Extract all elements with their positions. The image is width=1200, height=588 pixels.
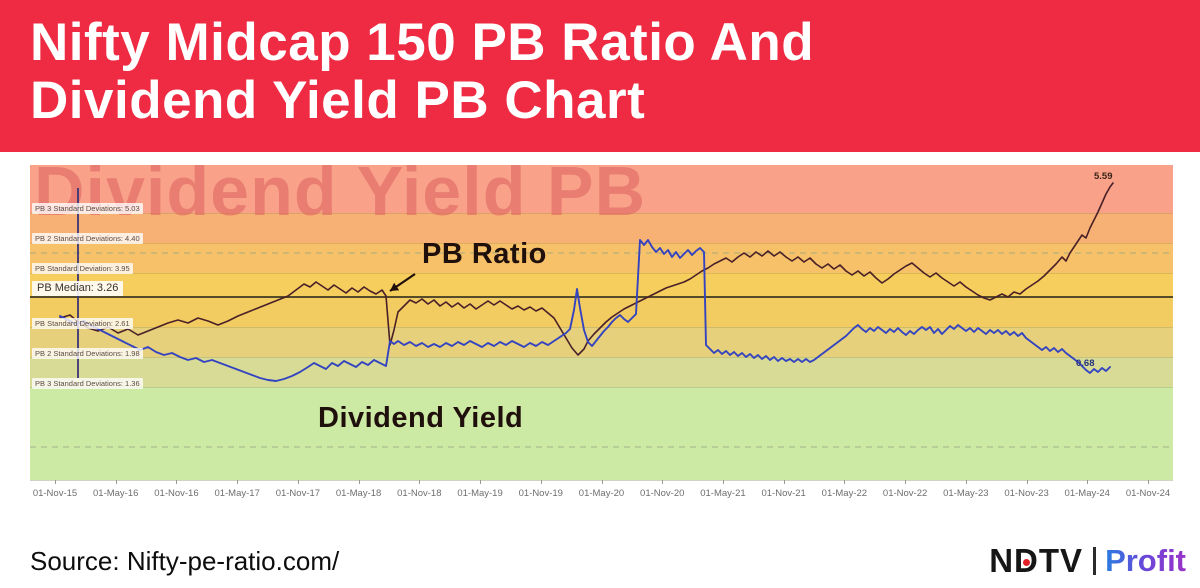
pb-level-label: PB Standard Deviation: 2.61	[32, 318, 133, 329]
page-title-line-1: Nifty Midcap 150 PB Ratio And	[30, 13, 815, 72]
x-axis-label: 01-Nov-23	[1004, 488, 1049, 499]
header-banner: Nifty Midcap 150 PB Ratio And Dividend Y…	[0, 0, 1200, 152]
chart-canvas	[30, 182, 1173, 448]
annotation-arrowhead	[390, 282, 400, 291]
x-axis-label: 01-Nov-20	[640, 488, 685, 499]
std-deviation-band	[30, 243, 1173, 274]
x-axis-tick	[783, 480, 785, 484]
x-axis-tick	[115, 480, 117, 484]
x-axis: 01-Nov-15 01-May-16 01-Nov-16 01-May-17 01-N…	[30, 480, 1173, 506]
x-axis-tick	[419, 480, 421, 484]
std-deviation-band	[30, 165, 1173, 213]
x-axis-tick	[722, 480, 724, 484]
x-axis-tick	[844, 480, 846, 484]
x-axis-label: 01-May-22	[821, 488, 868, 499]
ndtv-text: NDTV	[989, 542, 1084, 579]
profit-wordmark: Profit	[1105, 543, 1186, 578]
pb-level-label: PB Median: 3.26	[32, 281, 124, 296]
pb-level-label: PB 2 Standard Deviations: 1.98	[32, 348, 143, 359]
x-axis-tick	[176, 480, 178, 484]
x-axis-tick	[1026, 480, 1028, 484]
x-axis-tick	[480, 480, 482, 484]
series-line-dividend-yield	[59, 239, 1111, 382]
std-deviation-band	[30, 213, 1173, 244]
std-deviation-band	[30, 387, 1173, 480]
annotation-pb-ratio: PB Ratio	[422, 238, 547, 270]
x-axis-tick	[965, 480, 967, 484]
x-axis-label: 01-Nov-16	[154, 488, 199, 499]
std-deviation-band	[30, 357, 1173, 388]
x-axis-label: 01-May-19	[457, 488, 503, 499]
pb-level-label: PB 2 Standard Deviations: 4.40	[32, 233, 143, 244]
end-value-label: 5.59	[1094, 171, 1113, 182]
x-axis-label: 01-Nov-22	[882, 488, 928, 499]
x-axis-label: 01-May-24	[1064, 488, 1110, 499]
pb-level-label: PB 3 Standard Deviations: 1.36	[32, 378, 143, 389]
x-axis-label: 01-May-17	[214, 488, 260, 499]
x-axis-label: 01-May-18	[335, 488, 382, 499]
series-line-pb-ratio	[59, 182, 1114, 356]
x-axis-tick	[1148, 480, 1149, 484]
logo-divider	[1093, 547, 1097, 575]
x-axis-tick	[601, 480, 603, 484]
x-axis-label: 01-Nov-24	[1125, 488, 1171, 499]
x-axis-label: 01-Nov-18	[397, 488, 442, 499]
std-deviation-band	[30, 273, 1173, 298]
ndtv-wordmark: NDTV	[989, 542, 1083, 580]
pb-level-label: PB Standard Deviation: 3.95	[32, 263, 133, 274]
end-value-label: 0.68	[1076, 358, 1095, 369]
x-axis-tick	[358, 480, 360, 484]
x-axis-label: 01-Nov-17	[275, 488, 321, 499]
x-axis-tick	[1087, 480, 1089, 484]
chart-watermark: Dividend Yield PB	[34, 165, 647, 230]
ndtv-profit-logo: NDTV Profit	[989, 542, 1186, 580]
x-axis-tick	[540, 480, 542, 484]
x-axis-label: 01-May-21	[700, 488, 746, 499]
x-axis-label: 01-Nov-21	[761, 488, 806, 499]
x-axis-label: 01-May-16	[93, 488, 139, 499]
ndtv-red-dot-icon	[1023, 559, 1030, 567]
x-axis-tick	[662, 480, 664, 484]
annotation-dividend-yield: Dividend Yield	[318, 402, 524, 434]
x-axis-tick	[297, 480, 299, 484]
x-axis-label: 01-Nov-15	[32, 488, 78, 499]
x-axis-tick	[905, 480, 907, 484]
x-axis-tick	[237, 480, 239, 484]
pb-level-label: PB 3 Standard Deviations: 5.03	[32, 203, 143, 214]
source-text: Source: Nifty-pe-ratio.com/	[30, 546, 340, 576]
x-axis-label: 01-Nov-19	[518, 488, 563, 499]
x-axis-tick	[55, 480, 56, 484]
pb-dividend-yield-chart: Dividend Yield PB PB 3 Standard Deviatio…	[30, 165, 1173, 481]
page-title-line-2: Dividend Yield PB Chart	[30, 71, 646, 130]
x-axis-label: 01-May-20	[578, 488, 625, 499]
x-axis-label: 01-May-23	[943, 488, 989, 499]
